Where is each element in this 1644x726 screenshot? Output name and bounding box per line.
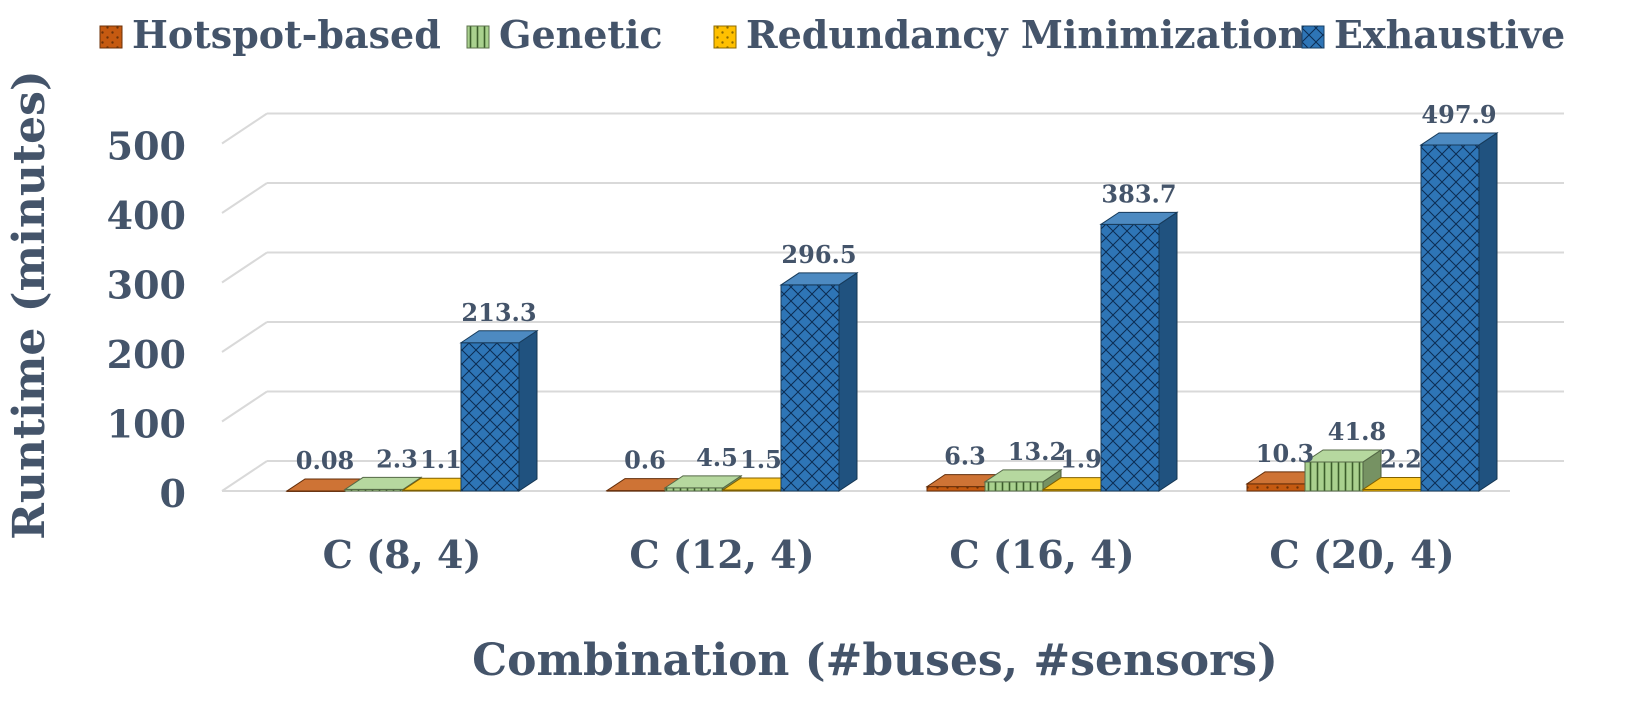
legend-item: Genetic (466, 12, 663, 57)
bar-side (518, 329, 538, 492)
legend: Hotspot-based Genetic Redundancy Minimizat… (99, 12, 1565, 57)
bar-top (1419, 132, 1499, 146)
bar-side (838, 271, 858, 492)
bar-front (1420, 144, 1480, 492)
data-label: 296.5 (781, 240, 856, 269)
y-tick-label: 100 (107, 402, 186, 447)
legend-label: Genetic (499, 12, 663, 57)
y-tick-label: 0 (160, 471, 186, 516)
legend-swatch (99, 25, 123, 49)
legend-item: Hotspot-based (99, 12, 441, 57)
data-label: 10.3 (1256, 439, 1314, 468)
y-tick-label: 300 (107, 263, 186, 308)
bar-side (1478, 132, 1498, 492)
bar-exhaustive (1099, 211, 1179, 492)
data-label: 4.5 (696, 443, 738, 472)
bar-top (343, 476, 423, 490)
bar-exhaustive (459, 329, 539, 492)
bar-top (1303, 449, 1383, 463)
legend-swatch (1301, 25, 1325, 49)
legend-item: Exhaustive (1301, 12, 1565, 57)
bars (285, 132, 1499, 492)
data-label: 0.08 (296, 446, 354, 475)
gridline-depth (221, 321, 268, 353)
y-axis-title: Runtime (minutes) (4, 70, 55, 539)
x-category-label: C (12, 4) (629, 532, 814, 577)
data-label: 383.7 (1101, 179, 1176, 208)
bar-genetic (1303, 449, 1383, 492)
legend-swatch (713, 25, 737, 49)
gridline-depth (221, 251, 268, 284)
y-tick-label: 200 (107, 332, 186, 377)
x-axis-title: Combination (#buses, #sensors) (472, 635, 1278, 686)
data-label: 13.2 (1008, 437, 1066, 466)
y-tick-label: 500 (107, 124, 186, 169)
data-label: 497.9 (1421, 100, 1496, 129)
data-label: 1.9 (1060, 445, 1102, 474)
y-axis-ticks: 0 100 200 300 400 500 (107, 124, 186, 517)
gridline-depth (221, 112, 268, 145)
bar-top (779, 272, 859, 286)
bar-front (780, 284, 840, 492)
gridline-depth (221, 460, 268, 492)
data-label: 2.2 (1380, 444, 1422, 473)
x-category-label: C (8, 4) (323, 532, 482, 577)
bar-top (1099, 211, 1179, 225)
bar-top (663, 475, 743, 489)
legend-label: Hotspot-based (132, 12, 441, 57)
bar-front (1246, 483, 1306, 492)
data-label: 2.3 (376, 444, 418, 473)
data-label: 1.5 (740, 445, 782, 474)
data-label: 41.8 (1328, 417, 1386, 446)
bar-genetic (983, 468, 1063, 492)
data-label: 1.1 (420, 445, 462, 474)
data-label: 6.3 (944, 442, 986, 471)
data-label: 0.6 (624, 446, 666, 475)
x-axis-categories: C (8, 4) C (12, 4) C (16, 4) C (20, 4) (323, 532, 1455, 577)
bar-front (984, 481, 1044, 492)
gridline-depth (221, 182, 268, 214)
legend-item: Redundancy Minimization (713, 12, 1305, 57)
bar-exhaustive (779, 271, 859, 492)
bar-front (1100, 223, 1160, 492)
bar-top (983, 469, 1063, 483)
bar-front (460, 342, 520, 492)
bar-front (926, 486, 986, 492)
x-category-label: C (20, 4) (1269, 532, 1454, 577)
bar-top (459, 330, 539, 344)
y-tick-label: 400 (107, 193, 186, 238)
data-labels: 0.08 2.3 1.1 213.3 0.6 4.5 1.5 296.5 6.3 13.21.9 3… (296, 100, 1497, 475)
x-category-label: C (16, 4) (949, 532, 1134, 577)
gridline-depth (221, 390, 268, 423)
legend-label: Exhaustive (1334, 12, 1565, 57)
bar-side (1158, 211, 1178, 492)
bar-exhaustive (1419, 132, 1499, 492)
data-label: 213.3 (461, 298, 536, 327)
legend-swatch (466, 25, 490, 49)
legend-label: Redundancy Minimization (746, 12, 1305, 57)
